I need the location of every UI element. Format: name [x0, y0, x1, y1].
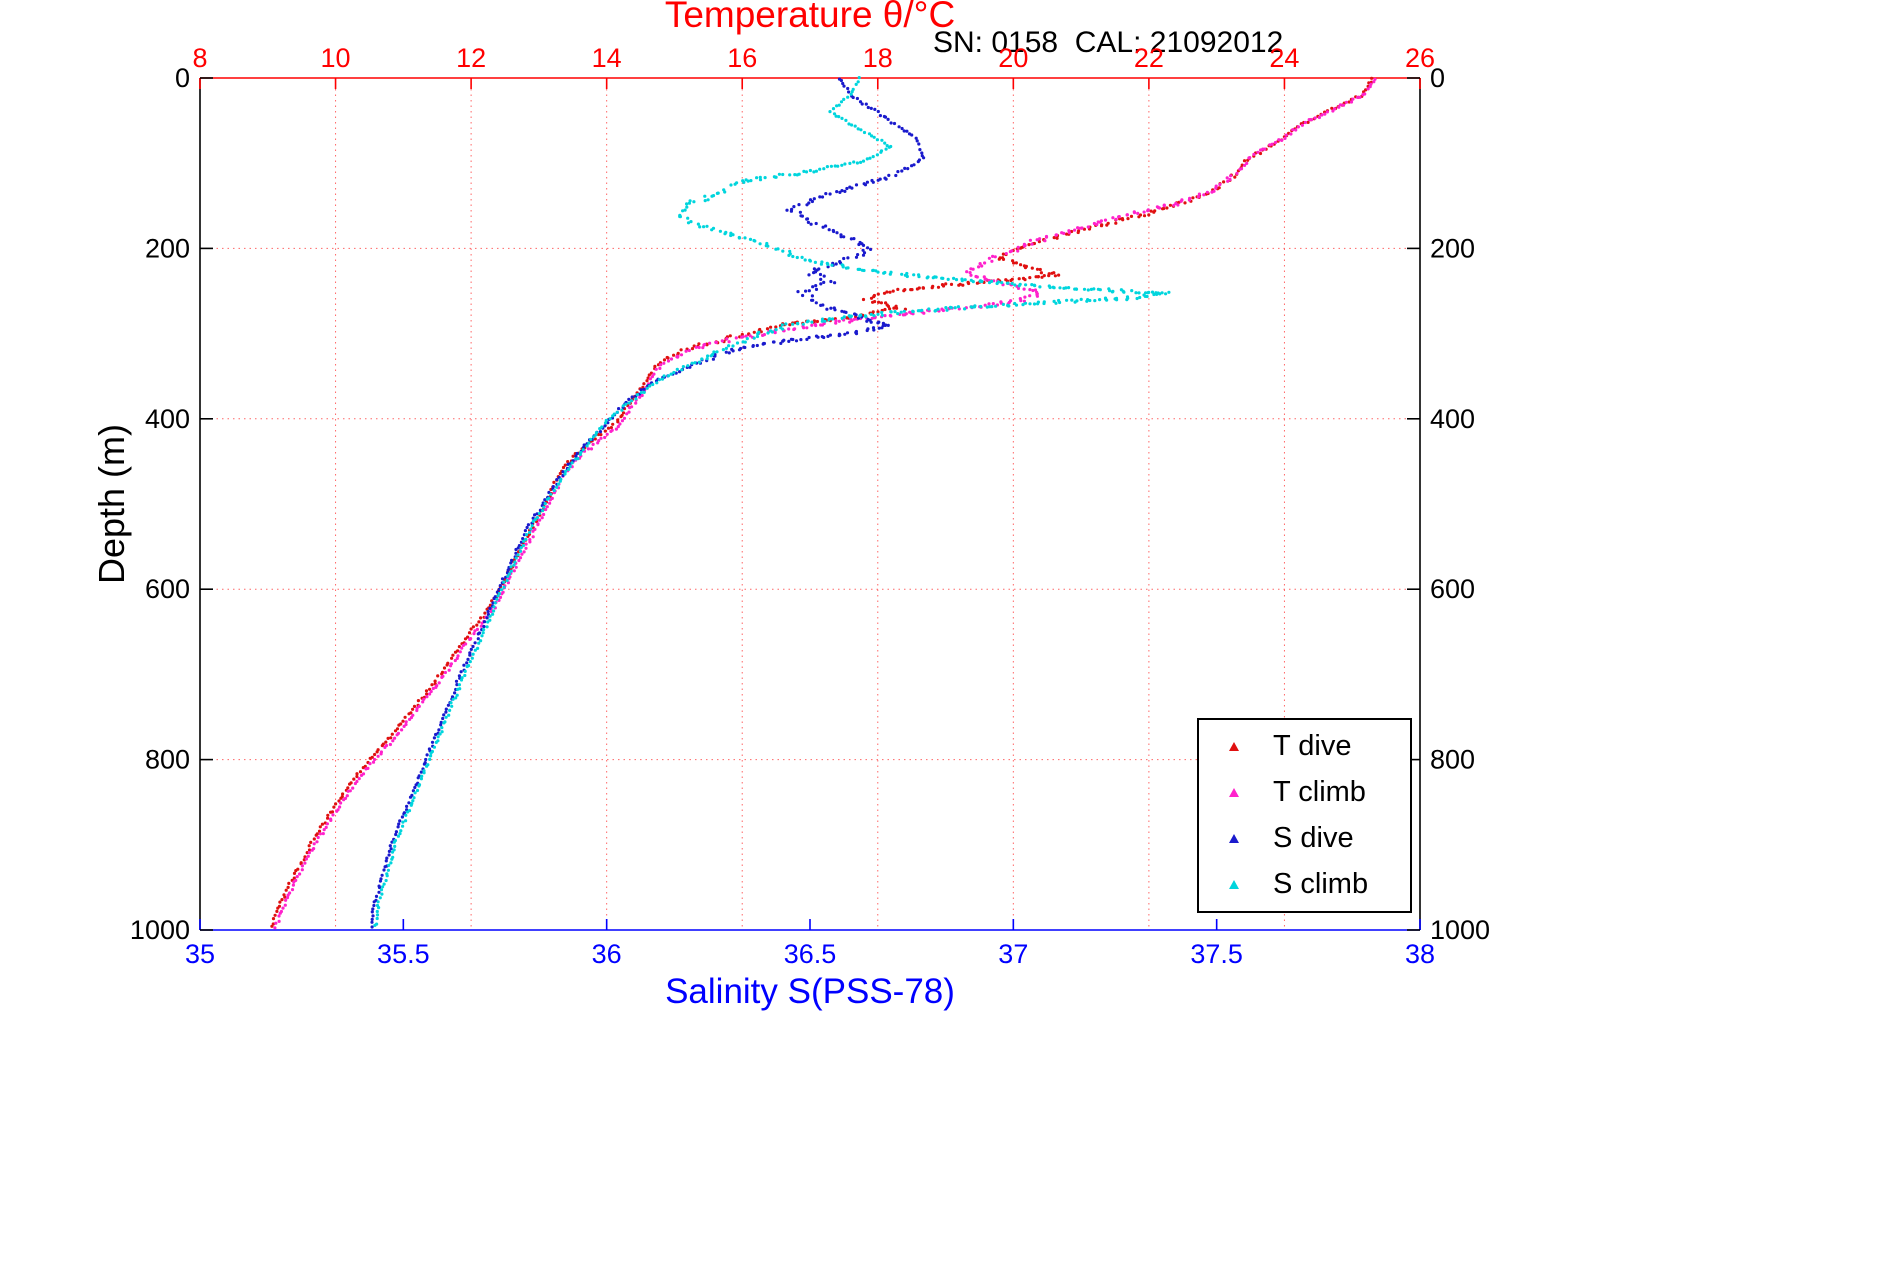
sensor-annotation: SN: 0158 CAL: 21092012 [933, 26, 1284, 59]
t-dive-marker-icon [1229, 742, 1239, 752]
svg-text:400: 400 [145, 404, 190, 434]
svg-text:800: 800 [145, 745, 190, 775]
svg-text:26: 26 [1405, 43, 1435, 73]
legend-label: T dive [1273, 730, 1352, 763]
svg-text:0: 0 [1430, 63, 1445, 93]
svg-text:16: 16 [727, 43, 757, 73]
s-climb-marker-icon [1229, 879, 1239, 889]
legend-item-t-dive: T dive [1199, 730, 1410, 763]
svg-text:20: 20 [998, 43, 1028, 73]
chart-title: Temperature θ/°C [664, 0, 956, 35]
legend-item-s-dive: S dive [1199, 822, 1410, 855]
svg-text:18: 18 [863, 43, 893, 73]
legend-item-s-climb: S climb [1199, 868, 1410, 901]
svg-text:200: 200 [145, 233, 190, 263]
svg-text:800: 800 [1430, 745, 1475, 775]
legend: T dive T climb S dive S climb [1197, 718, 1412, 913]
legend-item-t-climb: T climb [1199, 776, 1410, 809]
svg-text:600: 600 [1430, 574, 1475, 604]
svg-text:14: 14 [592, 43, 622, 73]
salinity-axis-label: Salinity S(PSS-78) [665, 972, 955, 1011]
legend-label: S climb [1273, 867, 1369, 900]
legend-label: T climb [1273, 776, 1366, 809]
svg-text:0: 0 [175, 63, 190, 93]
svg-text:24: 24 [1269, 43, 1299, 73]
t-climb-marker-icon [1229, 788, 1239, 798]
svg-text:10: 10 [321, 43, 351, 73]
svg-text:1000: 1000 [130, 915, 190, 945]
svg-text:36.5: 36.5 [784, 939, 837, 969]
svg-text:37: 37 [998, 939, 1028, 969]
svg-text:8: 8 [192, 43, 207, 73]
svg-text:200: 200 [1430, 233, 1475, 263]
svg-text:600: 600 [145, 574, 190, 604]
svg-text:12: 12 [456, 43, 486, 73]
svg-text:400: 400 [1430, 404, 1475, 434]
svg-text:38: 38 [1405, 939, 1435, 969]
svg-text:35.5: 35.5 [377, 939, 430, 969]
svg-text:36: 36 [592, 939, 622, 969]
legend-label: S dive [1273, 821, 1354, 854]
s-dive-marker-icon [1229, 833, 1239, 843]
svg-text:35: 35 [185, 939, 215, 969]
svg-text:22: 22 [1134, 43, 1164, 73]
svg-text:37.5: 37.5 [1190, 939, 1243, 969]
svg-text:1000: 1000 [1430, 915, 1490, 945]
